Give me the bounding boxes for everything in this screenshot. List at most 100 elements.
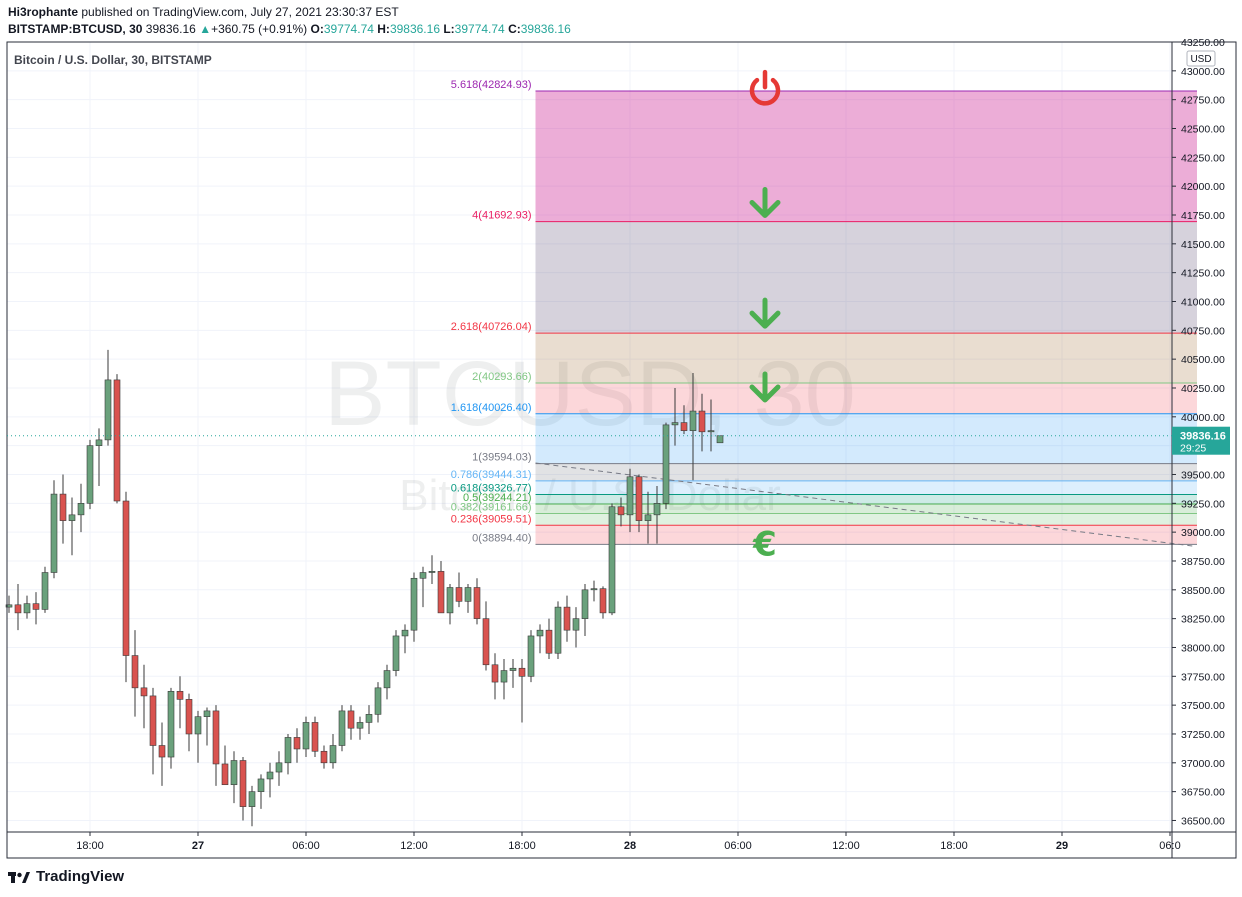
fib-extension[interactable]: 0(38894.40) 0.236(39059.51)0.382(39161.66… [451,79,1197,545]
candle [500,659,508,700]
candle-body [302,722,310,750]
price-tick-label: 37000.00 [1181,758,1225,770]
time-tick-label: 12:00 [832,840,860,852]
fib-zone [535,333,1197,383]
currency-label: USD [1190,54,1211,65]
time-tick-label: 12:00 [400,840,428,852]
grid [7,41,1172,832]
candle-body [257,778,265,792]
time-tick-label: 18:00 [508,840,536,852]
time-tick-label: 28 [624,840,636,852]
close-label: C: [508,22,521,36]
candles [5,349,724,827]
price-tick-label: 37250.00 [1181,729,1225,741]
arrow-down-icon[interactable] [749,371,781,403]
candle-body [626,476,634,516]
euro-icon[interactable]: € [752,525,777,565]
candle [248,785,256,827]
candle-body [50,493,58,573]
currency-badge[interactable]: USD [1186,50,1216,67]
euro-icon-glyph: € [752,525,777,565]
candle [455,572,463,608]
candle [59,474,67,544]
tradingview-logo[interactable]: TradingView [8,868,124,885]
candle-body [230,760,238,786]
candle-body [176,690,184,700]
fib-level-label: 2.618(40726.04) [451,321,532,333]
candle-body [356,722,364,729]
price-tick-label: 38750.00 [1181,556,1225,568]
candle [689,372,697,481]
candle [41,566,49,613]
candle-body [320,750,328,764]
candle-body [194,716,202,735]
fib-zone [535,494,1197,504]
time-axis[interactable]: 18:00 27 06:00 12:00 18:00 28 06:00 12:00 18:00 2… [76,832,1181,852]
power-icon[interactable] [749,69,781,106]
candle-body [599,588,607,614]
candle-body [140,687,148,697]
candle [176,676,184,729]
candle [257,774,265,809]
candle [518,659,526,723]
candle-body [455,587,463,602]
fib-zone [535,413,1197,464]
candle [446,584,454,625]
candle-body [482,618,490,666]
candle-body [428,571,436,573]
annotation-icons[interactable]: € [749,69,781,565]
arrow-down-icon[interactable] [749,186,781,218]
time-tick-label: 29 [1056,840,1068,852]
candle [266,762,274,798]
price-tick-label: 41250.00 [1181,268,1225,280]
candle-body [464,587,472,602]
candle [50,480,58,579]
candle-body [608,506,616,614]
candle-body [122,500,130,656]
candle-body [671,422,679,426]
fib-level-label: 0.236(39059.51) [451,513,532,525]
trend-line[interactable] [535,462,1193,547]
price-tick-label: 37500.00 [1181,700,1225,712]
tradingview-logo-icon [8,871,30,883]
last-price: 39836.16 [145,22,196,36]
published-text: published on TradingView.com, July 27, 2… [81,5,399,19]
candle [356,716,364,740]
fib-zone [535,503,1197,514]
fib-zone [535,463,1197,481]
candle [221,745,229,786]
fib-level-label: 0.382(39161.66) [451,502,532,514]
candle [383,664,391,700]
price-tick-label: 42000.00 [1181,181,1225,193]
fib-level-label: 0.786(39444.31) [451,469,532,481]
candle [662,422,670,510]
candle [716,435,724,444]
candle-body [158,745,166,758]
candle [203,707,211,746]
candle-body [707,430,715,433]
candle-body [311,722,319,752]
candle-body [446,587,454,614]
author-name[interactable]: Hi3rophante [8,5,79,19]
fib-zone [535,221,1197,334]
candle-body [95,439,103,446]
low-value: 39774.74 [454,22,505,36]
price-tick-label: 39000.00 [1181,527,1225,539]
candle [428,555,436,585]
candle-body [581,589,589,619]
candle [482,601,490,671]
candle-body [221,763,229,786]
arrow-down-icon[interactable] [749,297,781,329]
candle [509,659,517,688]
chart-legend-title[interactable]: Bitcoin / U.S. Dollar, 30, BITSTAMP [14,53,212,67]
time-tick-label: 06:0 [1159,840,1180,852]
candle [464,584,472,613]
candle [284,733,292,775]
candle [698,393,706,452]
candle-body [338,710,346,746]
candle-body [266,771,274,780]
candle [554,601,562,660]
candle-body [689,410,697,431]
